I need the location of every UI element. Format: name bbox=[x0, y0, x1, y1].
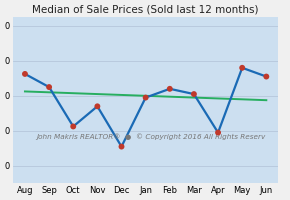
Point bbox=[143, 96, 148, 99]
Point bbox=[119, 145, 124, 148]
Point bbox=[95, 105, 100, 108]
Point bbox=[23, 72, 27, 76]
Title: Median of Sale Prices (Sold last 12 months): Median of Sale Prices (Sold last 12 mont… bbox=[32, 5, 259, 15]
Point bbox=[47, 85, 51, 89]
Point bbox=[216, 131, 220, 134]
Text: John Makris REALTOR®  ●  © Copyright 2016 All Rights Reserv: John Makris REALTOR® ● © Copyright 2016 … bbox=[36, 133, 266, 140]
Point bbox=[240, 66, 244, 69]
Point bbox=[167, 87, 172, 90]
Point bbox=[264, 75, 269, 78]
Point bbox=[71, 125, 76, 128]
Point bbox=[192, 92, 196, 96]
